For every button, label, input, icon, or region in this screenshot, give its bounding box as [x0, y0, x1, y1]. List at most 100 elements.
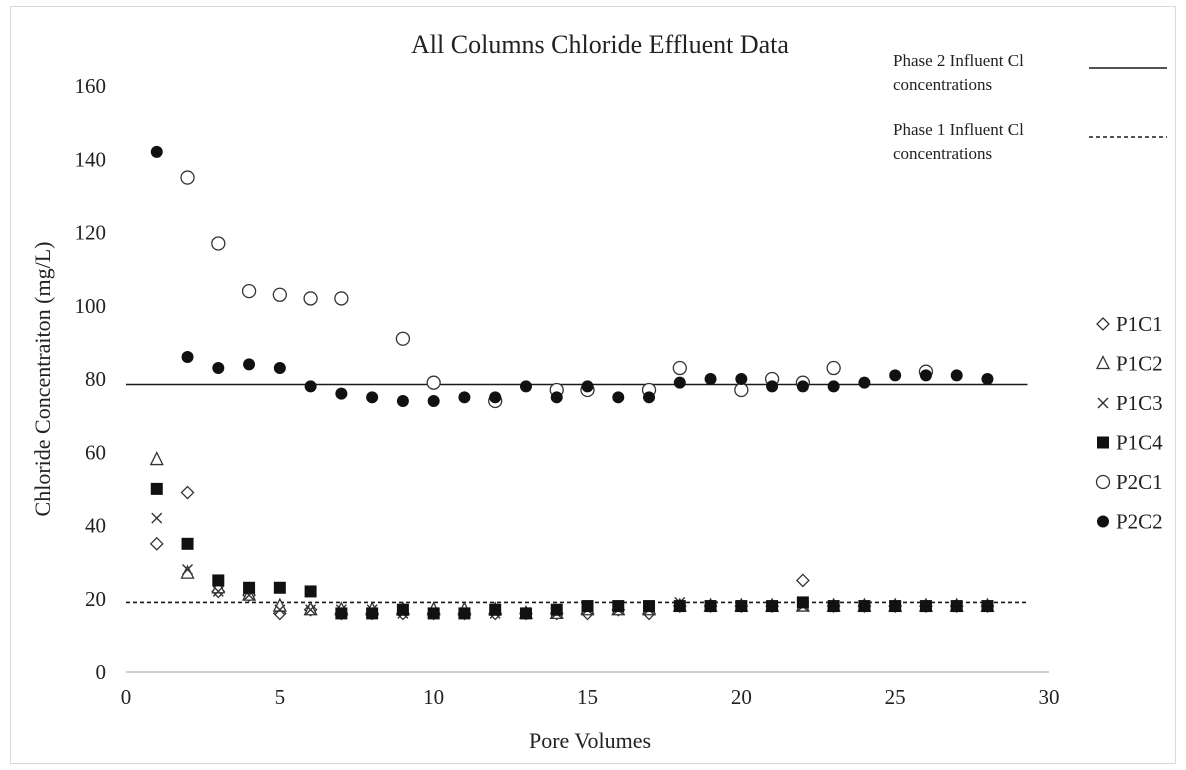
- point-p1c4: [766, 600, 779, 613]
- line-legend-label: Phase 2 Influent Cl: [893, 51, 1024, 70]
- point-p1c2: [211, 579, 226, 594]
- point-p1c4: [796, 596, 809, 609]
- x-tick-label: 25: [885, 685, 906, 709]
- legend-marker-p2c2: [1097, 515, 1109, 528]
- point-p1c4: [489, 603, 502, 616]
- legend-label-p1c4: P1C4: [1116, 431, 1163, 455]
- x-tick-label: 15: [577, 685, 598, 709]
- point-p1c4: [519, 607, 532, 620]
- legend-label-p1c1: P1C1: [1116, 312, 1163, 336]
- point-p2c2: [950, 369, 963, 382]
- point-p1c4: [643, 600, 656, 613]
- point-p2c2: [396, 394, 409, 407]
- point-p1c4: [889, 600, 902, 613]
- line-legend-label: concentrations: [893, 144, 992, 163]
- point-p2c2: [827, 380, 840, 393]
- y-tick-label: 20: [85, 587, 106, 611]
- x-tick-label: 5: [275, 685, 286, 709]
- point-p2c2: [550, 391, 563, 404]
- point-p2c2: [612, 391, 625, 404]
- point-p2c2: [704, 373, 717, 385]
- point-p1c4: [673, 600, 686, 613]
- y-tick-label: 0: [96, 660, 107, 684]
- point-p2c2: [458, 391, 471, 404]
- point-p1c4: [427, 607, 440, 620]
- point-p2c2: [673, 376, 686, 389]
- legend-marker-p2c1: [1095, 474, 1111, 490]
- point-p2c2: [766, 380, 779, 393]
- series-p1c4: [150, 482, 994, 620]
- point-p2c1: [211, 236, 226, 251]
- point-p1c4: [581, 600, 594, 613]
- point-p1c4: [950, 600, 963, 613]
- point-p2c2: [181, 351, 194, 364]
- point-p2c2: [735, 373, 748, 385]
- point-p1c2: [149, 451, 164, 466]
- point-p2c2: [919, 369, 932, 382]
- point-p2c2: [643, 391, 656, 404]
- legend-label-p2c1: P2C1: [1116, 470, 1163, 494]
- point-p1c4: [366, 607, 379, 620]
- series-legend: P1C1 P1C2 P1C3 P1C4 P2C1 P2C2: [1095, 312, 1163, 534]
- point-p2c1: [180, 170, 195, 185]
- x-tick-label: 10: [423, 685, 444, 709]
- legend-label-p1c3: P1C3: [1116, 391, 1163, 415]
- point-p2c1: [334, 291, 349, 306]
- legend-label-p1c2: P1C2: [1116, 352, 1163, 376]
- point-p1c4: [919, 600, 932, 613]
- legend-marker-p1c1: [1096, 317, 1110, 331]
- x-axis-label: Pore Volumes: [529, 728, 651, 753]
- point-p1c3: [274, 604, 286, 616]
- legend-marker-p1c3: [1097, 397, 1109, 409]
- point-p1c2: [242, 586, 257, 601]
- x-tick-label: 20: [731, 685, 752, 709]
- point-p1c1: [180, 485, 195, 500]
- point-p2c2: [489, 391, 502, 404]
- point-p2c2: [858, 376, 871, 389]
- point-p1c3: [212, 585, 224, 597]
- point-p2c1: [241, 283, 257, 299]
- axes: [126, 671, 1049, 673]
- point-p2c1: [303, 291, 318, 306]
- legend-marker-p1c4: [1097, 436, 1109, 449]
- reference-lines: [126, 383, 1028, 604]
- point-p1c4: [858, 600, 871, 613]
- point-p2c2: [304, 380, 317, 393]
- point-p2c2: [581, 380, 594, 393]
- y-tick-label: 40: [85, 514, 106, 538]
- point-p2c2: [335, 387, 348, 400]
- series-p1c1: [149, 485, 995, 621]
- legend-marker-p1c2: [1095, 355, 1111, 370]
- point-p2c2: [519, 380, 532, 393]
- point-p2c1: [672, 360, 687, 376]
- line-legend-label: concentrations: [893, 75, 992, 94]
- line-legend: Phase 2 Influent Cl concentrations Phase 1…: [893, 51, 1167, 163]
- point-p2c2: [366, 391, 379, 404]
- point-p1c4: [827, 600, 840, 613]
- y-axis-label: Chloride Concentraiton (mg/L): [30, 242, 55, 517]
- point-p1c4: [243, 581, 256, 594]
- y-tick-label: 160: [75, 74, 107, 98]
- y-tick-label: 60: [85, 440, 106, 464]
- x-tick-label: 30: [1039, 685, 1060, 709]
- point-p1c4: [550, 603, 563, 616]
- point-p1c3: [151, 512, 163, 524]
- point-p1c4: [612, 600, 625, 613]
- point-p1c1: [795, 573, 810, 588]
- point-p1c4: [396, 603, 409, 616]
- point-p1c4: [150, 482, 163, 495]
- chart-title: All Columns Chloride Effluent Data: [411, 30, 789, 59]
- point-p2c1: [395, 331, 411, 346]
- point-p1c4: [735, 600, 748, 613]
- point-p2c2: [981, 373, 994, 385]
- y-tick-label: 80: [85, 367, 106, 391]
- point-p2c2: [273, 362, 286, 375]
- point-p1c4: [212, 574, 225, 587]
- point-p2c1: [426, 375, 441, 390]
- legend-label-p2c2: P2C2: [1116, 510, 1163, 534]
- point-p1c2: [272, 597, 287, 612]
- point-p2c2: [243, 358, 256, 371]
- point-p2c2: [889, 369, 902, 382]
- line-legend-label: Phase 1 Influent Cl: [893, 120, 1024, 139]
- point-p1c4: [273, 581, 286, 594]
